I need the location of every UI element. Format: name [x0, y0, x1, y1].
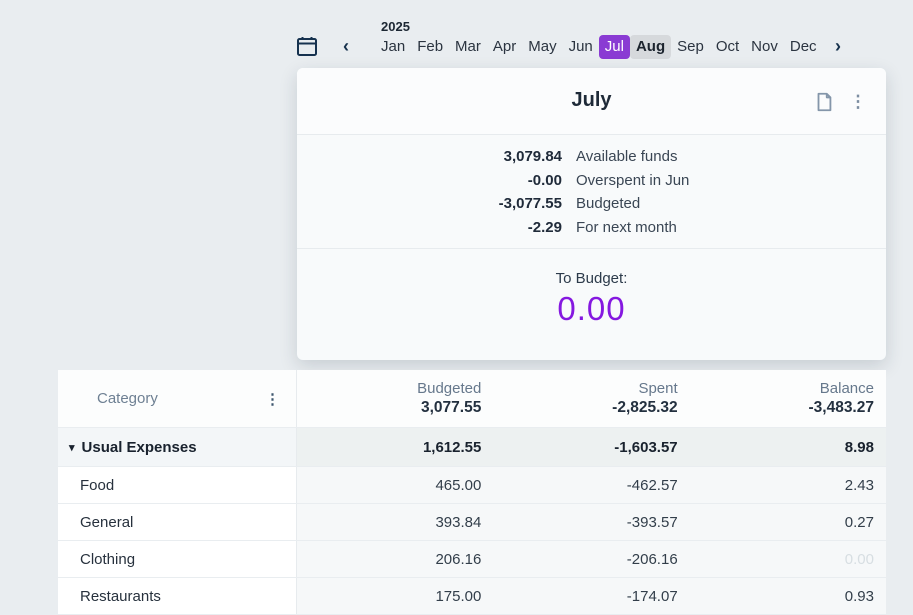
category-name: Clothing	[80, 550, 136, 568]
next-month-icon[interactable]: ›	[835, 36, 841, 56]
budgeted-cell[interactable]: 175.00	[435, 587, 482, 605]
spent-cell[interactable]: -462.57	[626, 476, 678, 494]
group-name-cell[interactable]: ▾ Usual Expenses	[58, 428, 297, 466]
category-row-clothing[interactable]: Clothing 206.16 -206.16 0.00	[58, 541, 886, 578]
month-title: July	[571, 89, 612, 111]
group-balance-cell[interactable]: 8.98	[844, 438, 874, 456]
to-budget-section: To Budget: 0.00	[297, 249, 886, 328]
month-picker: Jan Feb Mar Apr May Jun Jul Aug Sep Oct …	[375, 35, 823, 59]
spent-cell[interactable]: -174.07	[626, 587, 678, 605]
budgeted-cell[interactable]: 465.00	[435, 476, 482, 494]
totals-header: Budgeted 3,077.55 Spent -2,825.32 Balanc…	[297, 370, 886, 427]
category-group-row[interactable]: ▾ Usual Expenses 1,612.55 -1,603.57 8.98	[58, 428, 886, 467]
category-header-cell: Category ⋮	[58, 370, 297, 427]
category-name: Food	[80, 476, 115, 494]
spent-column-header: Spent -2,825.32	[493, 370, 689, 427]
year-label: 2025	[381, 19, 410, 34]
group-name: Usual Expenses	[81, 438, 197, 456]
month-dec[interactable]: Dec	[789, 38, 817, 55]
category-name: Restaurants	[80, 587, 161, 605]
category-row-restaurants[interactable]: Restaurants 175.00 -174.07 0.93	[58, 578, 886, 615]
summary-row-next-month: -2.29 For next month	[297, 216, 886, 240]
month-oct[interactable]: Oct	[715, 38, 740, 55]
summary-row-available-funds: 3,079.84 Available funds	[297, 145, 886, 169]
group-budgeted-cell[interactable]: 1,612.55	[422, 438, 482, 456]
next-month-value: -2.29	[527, 218, 562, 236]
month-jan[interactable]: Jan	[381, 38, 406, 55]
category-name: General	[80, 513, 134, 531]
spent-column-label: Spent	[638, 380, 678, 397]
summary-row-budgeted: -3,077.55 Budgeted	[297, 192, 886, 216]
month-menu-icon[interactable]: ⋮	[849, 92, 867, 111]
budgeted-column-header: Budgeted 3,077.55	[297, 370, 493, 427]
category-row-food[interactable]: Food 465.00 -462.57 2.43	[58, 467, 886, 504]
month-sep[interactable]: Sep	[677, 38, 704, 55]
budgeted-column-label: Budgeted	[417, 380, 482, 397]
prev-month-icon[interactable]: ‹	[343, 36, 349, 56]
month-panel-header: July ⋮	[297, 68, 886, 135]
category-name-cell[interactable]: Restaurants	[58, 578, 297, 614]
available-funds-label: Available funds	[576, 148, 678, 165]
to-budget-label: To Budget:	[555, 270, 628, 287]
month-mar[interactable]: Mar	[455, 38, 481, 55]
balance-cell[interactable]: 0.00	[844, 550, 874, 568]
notes-icon[interactable]	[813, 91, 835, 113]
category-name-cell[interactable]: Clothing	[58, 541, 297, 577]
collapse-arrow-icon[interactable]: ▾	[69, 441, 75, 454]
category-name-cell[interactable]: Food	[58, 467, 297, 503]
month-aug-highlighted[interactable]: Aug	[629, 35, 672, 59]
overspent-label: Overspent in Jun	[576, 171, 690, 189]
month-apr[interactable]: Apr	[492, 38, 517, 55]
category-name-cell[interactable]: General	[58, 504, 297, 540]
balance-cell[interactable]: 0.93	[844, 587, 874, 605]
month-jul-selected[interactable]: Jul	[598, 35, 630, 59]
category-row-general[interactable]: General 393.84 -393.57 0.27	[58, 504, 886, 541]
month-feb[interactable]: Feb	[417, 38, 444, 55]
next-month-label: For next month	[576, 218, 677, 236]
budget-table: Category ⋮ Budgeted 3,077.55 Spent -2,82…	[58, 370, 886, 615]
month-summary-panel: July ⋮ 3,079.84 Available funds -0.00 Ov…	[297, 68, 886, 360]
group-spent-cell[interactable]: -1,603.57	[614, 438, 678, 456]
budgeted-column-total: 3,077.55	[420, 399, 482, 416]
spent-cell[interactable]: -393.57	[626, 513, 678, 531]
month-nov[interactable]: Nov	[751, 38, 778, 55]
available-funds-value: 3,079.84	[503, 148, 562, 165]
balance-cell[interactable]: 2.43	[844, 476, 874, 494]
calendar-icon[interactable]	[295, 34, 319, 58]
spent-column-total: -2,825.32	[612, 399, 678, 416]
month-may[interactable]: May	[528, 38, 557, 55]
budgeted-cell[interactable]: 393.84	[435, 513, 482, 531]
to-budget-amount[interactable]: 0.00	[557, 290, 626, 327]
spent-cell[interactable]: -206.16	[626, 550, 678, 568]
month-jun[interactable]: Jun	[568, 38, 593, 55]
balance-column-header: Balance -3,483.27	[690, 370, 886, 427]
balance-column-total: -3,483.27	[808, 399, 874, 416]
month-summary-list: 3,079.84 Available funds -0.00 Overspent…	[297, 135, 886, 249]
budgeted-value: -3,077.55	[498, 195, 562, 212]
summary-row-overspent: -0.00 Overspent in Jun	[297, 169, 886, 193]
category-header-label: Category	[97, 390, 158, 407]
balance-column-label: Balance	[819, 380, 874, 397]
balance-cell[interactable]: 0.27	[844, 513, 874, 531]
budgeted-cell[interactable]: 206.16	[435, 550, 482, 568]
table-header-row: Category ⋮ Budgeted 3,077.55 Spent -2,82…	[58, 370, 886, 428]
budgeted-label: Budgeted	[576, 195, 641, 212]
overspent-value: -0.00	[527, 171, 562, 189]
category-menu-icon[interactable]: ⋮	[265, 390, 280, 408]
